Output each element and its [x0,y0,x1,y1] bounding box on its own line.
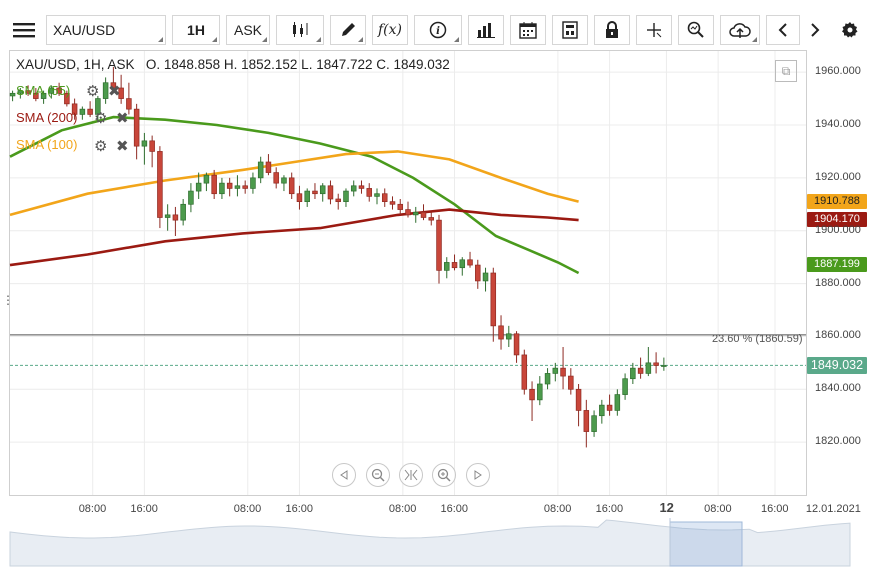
zoom-out-button[interactable] [366,463,390,487]
candlestick-icon [293,22,308,37]
scroll-right-button[interactable] [800,15,830,45]
legend-sma-100-label: SMA (100) [16,137,78,152]
price-tag: 1887.199 [807,256,867,272]
legend-sma-55-gear-icon[interactable]: ⚙ [86,83,100,100]
x-axis-label: 08:00 [543,503,572,515]
reset-view-button[interactable] [399,463,423,487]
zoom-button[interactable] [678,15,714,45]
draw-pencil-icon [342,23,355,36]
x-axis-label: 16:00 [440,503,469,515]
x-axis-label: 12 [659,500,674,515]
fibonacci-label: 23.60 % (1860.59) [712,333,803,345]
x-axis-label: 12.01.2021 [805,503,861,515]
svg-text:i: i [436,26,440,37]
zoom-icon [687,21,704,38]
info-icon: i [429,21,447,39]
expand-chart-button[interactable]: ⧉ [775,60,797,82]
chart-header: XAU/USD, 1H, ASK O. 1848.858 H. 1852.152… [16,57,450,72]
navigator-window [669,521,743,567]
legend-sma-200-label: SMA (200) [16,110,78,125]
legend-sma-200-gear-icon[interactable]: ⚙ [94,110,108,127]
price-side-select[interactable]: ASK [226,15,270,45]
toolbar: XAU/USD 1H ASK f(x) i [0,0,871,62]
draw-button[interactable] [330,15,366,45]
reset-view-icon [404,469,418,481]
y-axis-label: 1860.000 [815,329,861,342]
x-axis-label: 16:00 [760,503,789,515]
bar-chart-icon [477,23,495,38]
arrow-left-icon [778,23,787,37]
legend-sma-100-gear-icon[interactable]: ⚙ [94,138,108,155]
x-axis-label: 16:00 [595,503,624,515]
cloud-button[interactable] [720,15,760,45]
expand-icon: ⧉ [781,63,791,78]
calendar-icon [519,22,537,39]
scroll-left-button[interactable] [766,15,800,45]
y-axis-label: 1940.000 [815,118,861,130]
crosshair-button[interactable] [636,15,672,45]
legend-sma-55-label: SMA (55) [16,83,71,98]
x-axis-label: 08:00 [388,503,417,515]
function-icon: f(x) [377,22,402,38]
menu-icon [13,23,35,38]
cloud-upload-icon [729,23,751,38]
legend-sma-55[interactable]: SMA (55) [16,83,70,98]
legend-sma-100-close-icon[interactable]: ✖ [116,138,129,155]
zoom-out-icon [371,468,385,482]
legend-sma-55-close-icon[interactable]: ✖ [108,83,121,100]
y-axis-label: 1820.000 [815,435,861,448]
pan-left-button[interactable] [332,463,356,487]
arrow-right-icon [811,23,820,37]
price-tag: 1904.170 [807,211,867,227]
gear-icon [842,22,858,38]
volume-button[interactable] [468,15,504,45]
info-button[interactable]: i [414,15,462,45]
symbol-label: XAU/USD [53,22,116,38]
symbol-select[interactable]: XAU/USD [46,15,166,45]
legend-sma-200-close-icon[interactable]: ✖ [116,110,129,127]
lock-button[interactable] [594,15,630,45]
price-tag: 1849.032 [807,357,867,375]
x-axis-label: 08:00 [233,503,262,515]
crosshair-icon [647,23,662,38]
calculator-button[interactable] [552,15,588,45]
plot-area[interactable] [9,50,807,496]
legend-sma-100[interactable]: SMA (100) [16,137,77,152]
ohlc-readout: O. 1848.858 H. 1852.152 L. 1847.722 C. 1… [145,57,450,72]
price-side-label: ASK [233,22,262,38]
zoom-in-icon [437,468,451,482]
triangle-right-icon [474,470,482,480]
zoom-in-button[interactable] [432,463,456,487]
price-tag: 1910.788 [807,194,867,210]
navigator-area [9,519,851,567]
y-axis-label: 1900.000 [815,223,861,236]
resize-grip-icon[interactable]: ⋮ [2,293,14,307]
y-axis-label: 1840.000 [815,382,861,395]
x-axis-label: 08:00 [704,503,732,515]
calculator-icon [562,21,578,39]
x-axis-label: 08:00 [78,503,107,515]
settings-button[interactable] [834,15,866,45]
interval-select[interactable]: 1H [172,15,220,45]
chart-type-button[interactable] [276,15,324,45]
lock-icon [606,21,618,38]
x-axis-label: 16:00 [130,503,158,515]
instrument-label: XAU/USD, 1H, ASK [16,57,135,72]
y-axis-label: 1880.000 [815,276,861,289]
interval-label: 1H [187,22,205,38]
calendar-button[interactable] [510,15,546,45]
pan-right-button[interactable] [466,463,490,487]
indicators-button[interactable]: f(x) [372,15,408,45]
y-axis-label: 1920.000 [815,170,861,183]
menu-button[interactable] [8,15,40,45]
x-axis-label: 16:00 [285,503,313,515]
triangle-left-icon [340,470,348,480]
legend-sma-200[interactable]: SMA (200) [16,110,77,125]
y-axis-label: 1960.000 [815,65,861,78]
